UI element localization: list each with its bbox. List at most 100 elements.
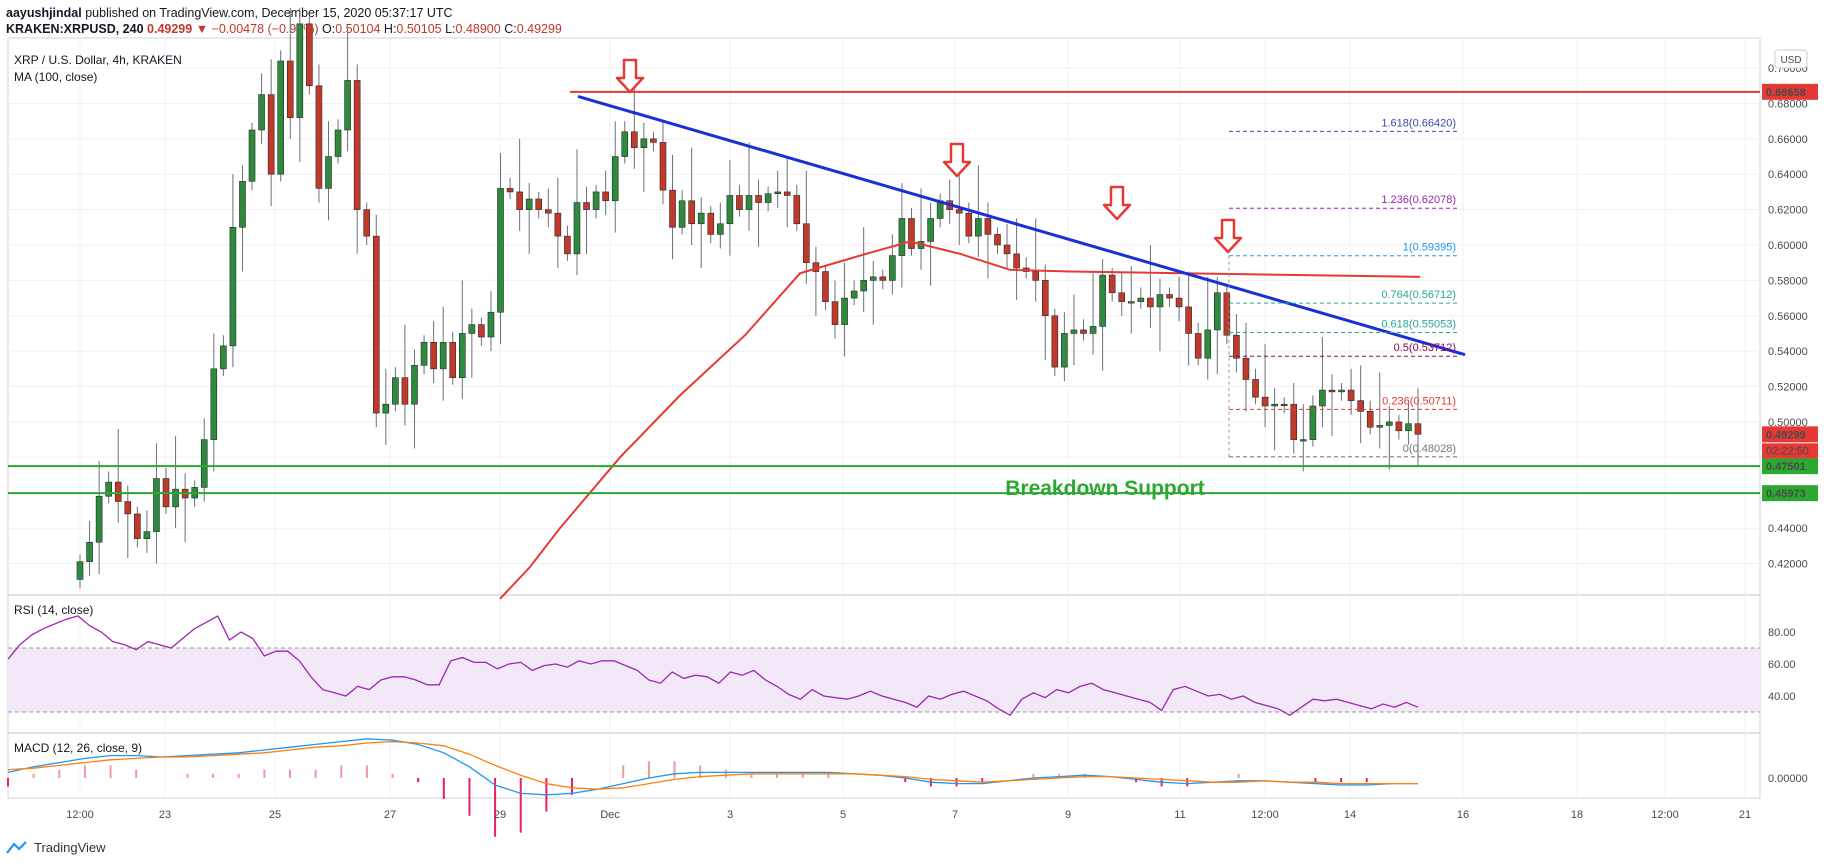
fib-level-label: 0.618(0.55053) xyxy=(1381,319,1456,331)
candle xyxy=(344,80,351,131)
candle xyxy=(134,513,141,539)
candle xyxy=(1223,292,1231,336)
candle xyxy=(1290,403,1298,440)
rsi-line xyxy=(7,615,1419,717)
candle xyxy=(1185,306,1192,334)
x-tick-label: 5 xyxy=(840,809,846,821)
candle xyxy=(984,218,992,235)
candle xyxy=(564,235,571,255)
candle xyxy=(372,235,380,414)
high-value: 0.50105 xyxy=(396,22,442,36)
open-label: O: xyxy=(322,22,336,36)
breakdown-support-label: Breakdown Support xyxy=(1005,477,1205,500)
candle xyxy=(1414,423,1422,435)
footer-brand: TradingView xyxy=(34,840,106,855)
candle xyxy=(487,311,495,338)
y-tick-label: 0.62000 xyxy=(1768,205,1808,217)
candle xyxy=(1032,271,1040,281)
chart-header: aayushjindal published on TradingView.co… xyxy=(6,5,562,37)
y-tick-label: 0.44000 xyxy=(1768,523,1808,535)
current-price-label: 0.49299 xyxy=(1766,429,1806,441)
candle xyxy=(764,193,772,203)
candle xyxy=(1233,334,1240,359)
candle xyxy=(478,324,485,338)
fib-ratio: 0.236 xyxy=(1382,395,1410,407)
y-tick-label: 0.42000 xyxy=(1768,558,1808,570)
candle xyxy=(353,80,361,210)
candle xyxy=(1347,389,1355,401)
candle xyxy=(631,131,638,148)
ma-legend: MA (100, close) xyxy=(14,70,97,84)
candle xyxy=(1338,389,1345,393)
candle xyxy=(975,218,982,237)
candle xyxy=(697,212,705,225)
candle xyxy=(277,60,285,175)
low-value: 0.48900 xyxy=(455,22,501,36)
candle xyxy=(286,60,294,118)
fib-level-label: 0.236(0.50711) xyxy=(1382,395,1456,407)
candle xyxy=(95,495,103,543)
candle xyxy=(458,333,466,378)
candle xyxy=(841,297,848,325)
candle xyxy=(535,198,543,210)
candle xyxy=(114,481,122,502)
currency-badge[interactable] xyxy=(1774,49,1808,69)
candle xyxy=(831,301,839,325)
candle xyxy=(793,195,801,225)
candle xyxy=(621,131,629,157)
candle xyxy=(525,198,533,210)
candle xyxy=(1108,274,1116,294)
x-tick-label: 12:00 xyxy=(66,809,94,821)
signal-line xyxy=(7,740,1418,790)
candle xyxy=(1041,280,1049,317)
macd-legend: MACD (12, 26, close, 9) xyxy=(14,741,142,755)
candle xyxy=(755,195,762,203)
candle xyxy=(1376,425,1384,428)
candle xyxy=(822,271,829,302)
candle xyxy=(468,324,476,334)
down-arrow-icon xyxy=(615,58,645,94)
chart-frame xyxy=(7,37,1761,799)
rsi-tick-label: 80.00 xyxy=(1768,627,1796,639)
candle xyxy=(640,138,648,148)
candle xyxy=(449,342,457,378)
fib-ratio: 0.764 xyxy=(1381,289,1409,301)
candle xyxy=(1061,333,1068,368)
candle xyxy=(1204,329,1212,359)
ma100-line xyxy=(499,240,1421,600)
candle xyxy=(736,195,743,210)
low-label: L: xyxy=(445,22,456,36)
candle xyxy=(200,439,208,488)
down-arrow-icon xyxy=(1213,218,1243,254)
support-price-label-2-bg xyxy=(1762,485,1818,502)
countdown-label: 02:22:50 xyxy=(1766,445,1809,457)
candle xyxy=(688,200,695,225)
candle xyxy=(898,218,906,256)
candle xyxy=(669,189,676,228)
footer: TradingView xyxy=(6,840,106,855)
candle xyxy=(1386,421,1393,426)
candle xyxy=(516,191,523,210)
candle xyxy=(506,188,514,193)
candle xyxy=(1261,396,1269,407)
candle xyxy=(1175,297,1183,308)
candle xyxy=(1080,329,1087,334)
fib-value: 0.62078 xyxy=(1413,194,1453,206)
y-tick-label: 0.66000 xyxy=(1768,134,1808,146)
candle xyxy=(879,276,887,281)
candle xyxy=(573,202,581,255)
down-arrow-icon xyxy=(1102,185,1132,221)
x-tick-label: 3 xyxy=(727,809,733,821)
macd-pane: 0.00000 xyxy=(7,738,1808,837)
current-price-bg xyxy=(1762,426,1818,443)
candle xyxy=(497,188,504,313)
candle xyxy=(745,195,753,210)
candle xyxy=(1099,274,1106,327)
candle xyxy=(554,212,562,237)
candle xyxy=(1280,403,1288,407)
candle xyxy=(611,156,619,202)
candle xyxy=(1328,389,1336,393)
candle xyxy=(76,561,84,580)
candle xyxy=(1127,301,1135,304)
